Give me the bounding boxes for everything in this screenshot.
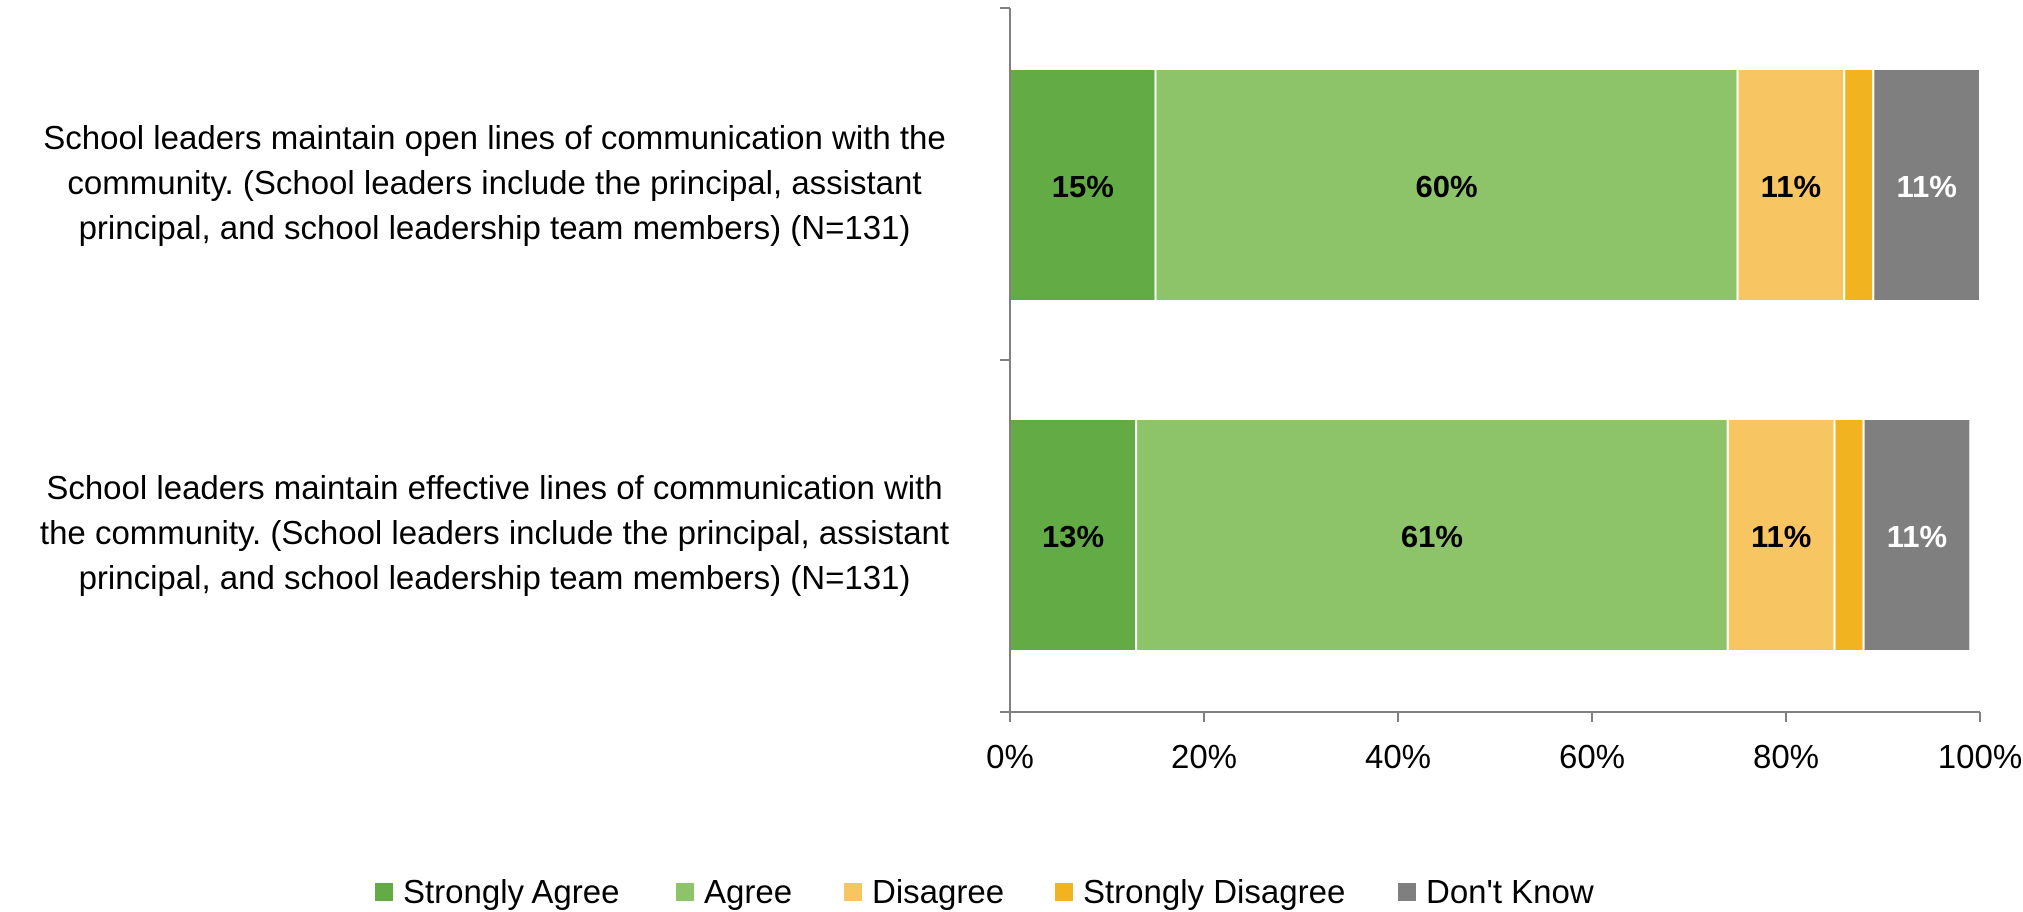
- legend-item: Disagree: [844, 872, 1004, 912]
- x-tick-label: 20%: [1171, 738, 1237, 775]
- bar-labels-layer: 15% 60% 11% 11% 13% 61% 11% 11%: [1042, 169, 1957, 554]
- legend-swatch: [1398, 883, 1416, 901]
- bar-segment: [1872, 68, 1982, 302]
- x-tick-label: 100%: [1938, 738, 2022, 775]
- category-label-line: principal, and school leadership team me…: [78, 209, 911, 246]
- bar-value-label: 15%: [1052, 169, 1114, 204]
- legend-label: Don't Know: [1426, 873, 1594, 910]
- category-label-line: principal, and school leadership team me…: [78, 559, 911, 596]
- bar-value-label: 60%: [1415, 169, 1477, 204]
- legend-label: Strongly Agree: [403, 873, 620, 910]
- x-tick-label: 60%: [1559, 738, 1625, 775]
- legend-item: Agree: [676, 872, 792, 912]
- category-label-line: community. (School leaders include the p…: [67, 164, 922, 201]
- x-tick-label: 0%: [986, 738, 1034, 775]
- legend-item: Strongly Disagree: [1055, 872, 1345, 912]
- bar-value-label: 11%: [1896, 169, 1956, 204]
- bars-layer: [1009, 68, 1982, 652]
- category-label-line: the community. (School leaders include t…: [39, 514, 950, 551]
- legend-swatch: [375, 883, 393, 901]
- legend-swatch: [1055, 883, 1073, 901]
- category-label-line: School leaders maintain open lines of co…: [43, 119, 946, 156]
- bar-value-label: 13%: [1042, 519, 1104, 554]
- bar-segment: [1009, 68, 1157, 302]
- legend-label: Agree: [704, 873, 793, 910]
- bar-segment: [1726, 418, 1836, 652]
- bar-segment: [1843, 68, 1875, 302]
- axes-layer: 0% 20% 40% 60% 80% 100%: [986, 7, 2022, 775]
- category-label: School leaders maintain effective lines …: [2, 465, 987, 600]
- bar-value-label: 11%: [1761, 169, 1821, 204]
- category-label-line: School leaders maintain effective lines …: [46, 469, 943, 506]
- bar-segment: [1135, 418, 1729, 652]
- legend-swatch: [844, 883, 862, 901]
- legend: Strongly Agree Agree Disagree Strongly Disa…: [0, 872, 2023, 912]
- bar-segment: [1833, 418, 1865, 652]
- legend-item: Don't Know: [1398, 872, 1594, 912]
- bar-segment: [1862, 418, 1972, 652]
- category-label: School leaders maintain open lines of co…: [2, 115, 987, 250]
- bar-segment: [1154, 68, 1739, 302]
- legend-swatch: [676, 883, 694, 901]
- legend-label: Disagree: [872, 873, 1005, 910]
- bar-segment: [1009, 418, 1138, 652]
- bar-value-label: 11%: [1751, 519, 1811, 554]
- bar-segment: [1736, 68, 1846, 302]
- legend-label: Strongly Disagree: [1083, 873, 1346, 910]
- bar-value-label: 61%: [1401, 519, 1463, 554]
- legend-item: Strongly Agree: [375, 872, 619, 912]
- x-tick-label: 80%: [1753, 738, 1819, 775]
- x-tick-label: 40%: [1365, 738, 1431, 775]
- bar-value-label: 11%: [1887, 519, 1947, 554]
